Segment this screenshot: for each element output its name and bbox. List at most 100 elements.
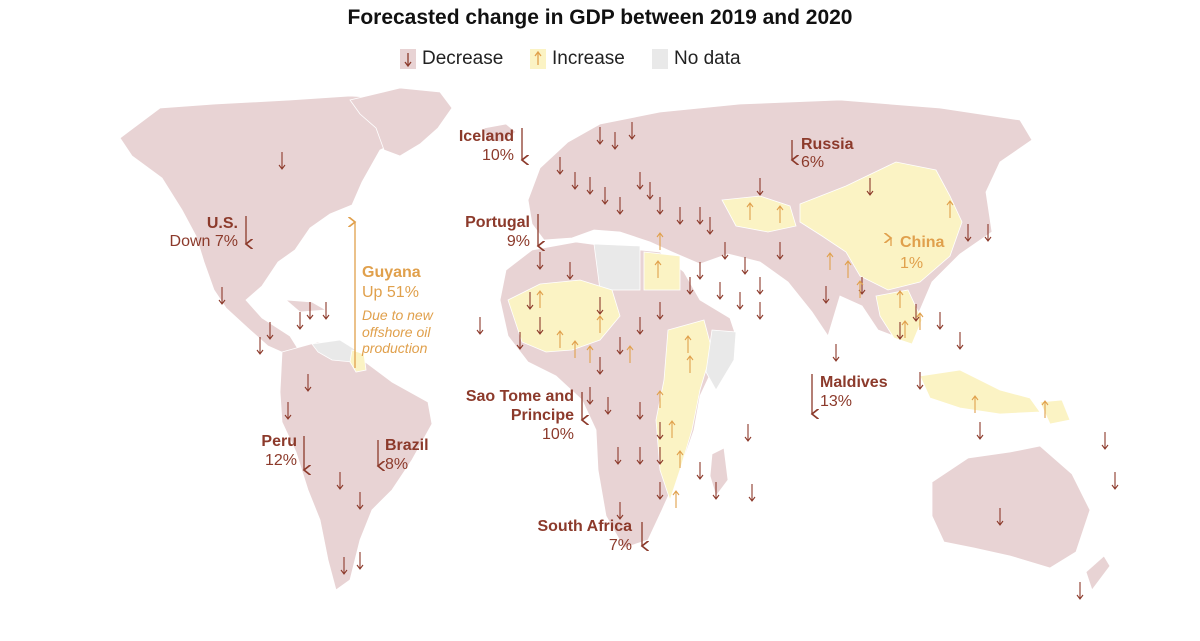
decrease-arrow (616, 197, 624, 215)
maldives-value: 13% (820, 393, 852, 410)
sahara-no-data (593, 243, 641, 291)
guyana-label: Guyana (362, 264, 421, 281)
decrease-arrow (556, 157, 564, 175)
increase-arrow (826, 252, 834, 270)
sao-tome-label-1: Sao Tome and (466, 388, 574, 405)
decrease-arrow (822, 286, 830, 304)
decrease-arrow (996, 508, 1004, 526)
decrease-arrow (866, 178, 874, 196)
brazil-value: 8% (385, 456, 408, 473)
decrease-arrow (596, 127, 604, 145)
increase-arrow (571, 340, 579, 358)
legend-decrease: Decrease (400, 44, 503, 74)
decrease-arrow (656, 482, 664, 500)
decrease-arrow (756, 302, 764, 320)
guyana-note-1: Due to new (362, 307, 434, 323)
decrease-arrow (832, 344, 840, 362)
decrease-arrow (748, 484, 756, 502)
decrease-arrow (616, 502, 624, 520)
decrease-arrow (1101, 432, 1109, 450)
increase-arrow (1041, 400, 1049, 418)
decrease-arrow (536, 317, 544, 335)
decrease-arrow (628, 122, 636, 140)
decrease-arrow (476, 317, 484, 335)
east-africa-increase (655, 319, 713, 502)
decrease-arrow (611, 132, 619, 150)
decrease-arrow (336, 472, 344, 490)
decrease-arrow (956, 332, 964, 350)
decrease-arrow (976, 422, 984, 440)
horn-no-data (705, 329, 737, 391)
increase-arrow (971, 395, 979, 413)
increase-arrow (596, 315, 604, 333)
decrease-arrow (936, 312, 944, 330)
decrease-arrow (984, 224, 992, 242)
peru-label: Peru (261, 433, 297, 450)
decrease-arrow (218, 287, 226, 305)
decrease-arrow (756, 277, 764, 295)
decrease-arrow (712, 482, 720, 500)
guyana-value: Up 51% (362, 284, 419, 301)
portugal-value: 9% (507, 233, 530, 250)
south-africa-value: 7% (609, 537, 632, 554)
decrease-arrow (614, 447, 622, 465)
central-asia-increase (721, 195, 797, 233)
decrease-arrow (696, 462, 704, 480)
decrease-arrow (306, 302, 314, 320)
increase-arrow (684, 335, 692, 353)
decrease-arrow (676, 207, 684, 225)
decrease-arrow (586, 177, 594, 195)
decrease-arrow (656, 447, 664, 465)
decrease-arrow (696, 262, 704, 280)
decrease-arrow (266, 322, 274, 340)
legend-no-data: No data (652, 44, 741, 74)
madagascar-region (709, 447, 729, 497)
guyana-note-3: production (361, 340, 428, 356)
russia-value: 6% (801, 154, 824, 171)
us-label: U.S. (207, 215, 238, 232)
decrease-arrow (571, 172, 579, 190)
decrease-arrow (686, 277, 694, 295)
increase-arrow (776, 205, 784, 223)
indonesia-region (919, 369, 1041, 415)
decrease-arrow (896, 322, 904, 340)
decrease-arrow (636, 172, 644, 190)
legend-no-data-label: No data (674, 48, 741, 69)
increase-arrow (746, 202, 754, 220)
increase-arrow (901, 320, 909, 338)
up-arrow-icon (534, 50, 542, 65)
decrease-arrow (536, 252, 544, 270)
decrease-arrow (656, 422, 664, 440)
china-value: 1% (900, 255, 923, 272)
iceland-region (483, 123, 517, 143)
increase-arrow (676, 450, 684, 468)
decrease-arrow (696, 207, 704, 225)
decrease-arrow (516, 332, 524, 350)
decrease-arrow (566, 262, 574, 280)
increase-arrow (586, 345, 594, 363)
increase-arrow (896, 290, 904, 308)
increase-arrow (686, 355, 694, 373)
legend: Decrease Increase No data (0, 44, 1200, 74)
china-region (799, 161, 963, 291)
decrease-arrow (526, 292, 534, 310)
egypt-increase (643, 251, 681, 291)
decrease-arrow (256, 337, 264, 355)
decrease-arrow (356, 552, 364, 570)
increase-arrow (536, 290, 544, 308)
decrease-arrow (636, 402, 644, 420)
decrease-arrow (776, 242, 784, 260)
increase-arrow (626, 345, 634, 363)
decrease-arrow (322, 302, 330, 320)
decrease-arrow (736, 292, 744, 310)
legend-decrease-label: Decrease (422, 48, 504, 69)
decrease-arrow (741, 257, 749, 275)
map-title: Forecasted change in GDP between 2019 an… (347, 6, 853, 29)
iceland-label: Iceland (459, 128, 514, 145)
peru-value: 12% (265, 452, 297, 469)
greenland-region (349, 87, 453, 157)
country-change-arrows (218, 122, 1119, 600)
land-masses (119, 87, 1111, 591)
decrease-arrow (296, 312, 304, 330)
decrease-arrow (912, 304, 920, 322)
